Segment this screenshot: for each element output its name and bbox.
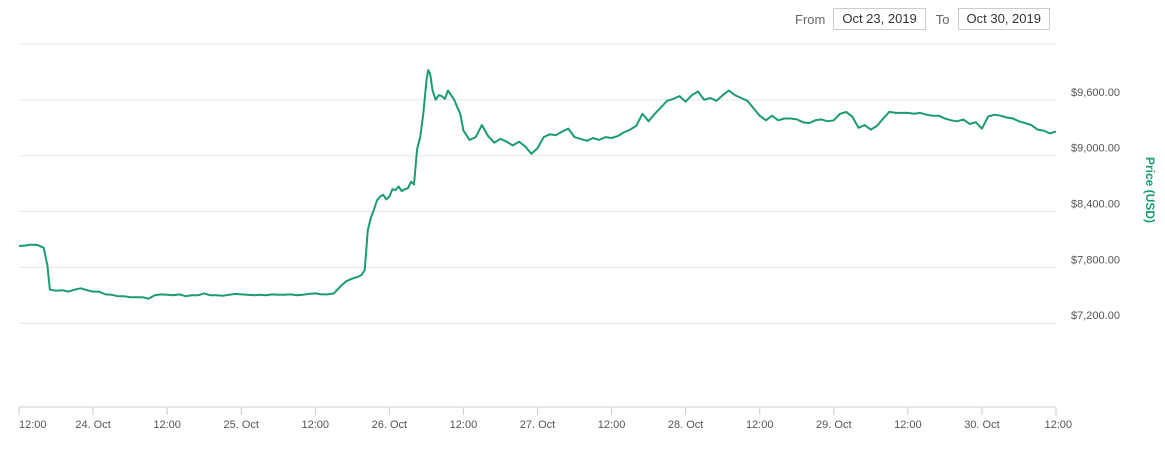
x-tick-label: 12:00 <box>153 419 181 431</box>
x-tick-label: 12:00 <box>894 419 922 431</box>
x-tick-label: 28. Oct <box>668 419 703 431</box>
x-tick-label: 12:00 <box>1044 419 1072 431</box>
x-axis-ticks: 12:00 24. Oct 12:00 25. Oct 12:00 26. Oct 12:0… <box>18 407 1072 431</box>
from-date-input[interactable]: Oct 23, 2019 <box>833 8 926 30</box>
y-axis-label: Price (USD) <box>1143 157 1157 223</box>
y-tick-label: $8,400.00 <box>1071 199 1120 211</box>
price-series-line <box>18 69 1057 300</box>
x-tick-label: 12:00 <box>450 419 478 431</box>
x-tick-label: 12:00 <box>746 419 774 431</box>
x-tick-label: 12:00 <box>19 419 47 431</box>
y-tick-label: $9,000.00 <box>1071 143 1120 155</box>
x-tick-label: 26. Oct <box>372 419 407 431</box>
grid-lines <box>19 43 1056 324</box>
y-tick-label: $7,800.00 <box>1071 254 1120 266</box>
y-tick-label: $7,200.00 <box>1071 310 1120 322</box>
x-tick-label: 12:00 <box>302 419 330 431</box>
x-tick-label: 27. Oct <box>520 419 555 431</box>
x-tick-label: 12:00 <box>598 419 626 431</box>
from-label: From <box>795 11 826 27</box>
x-tick-label: 24. Oct <box>75 419 110 431</box>
date-range-selector: From Oct 23, 2019 To Oct 30, 2019 <box>795 8 1060 30</box>
x-tick-label: 30. Oct <box>964 419 999 431</box>
to-date-input[interactable]: Oct 30, 2019 <box>957 8 1050 30</box>
to-label: To <box>935 11 950 27</box>
x-tick-label: 25. Oct <box>223 419 258 431</box>
y-axis-ticks: $7,200.00 $7,800.00 $8,400.00 $9,000.00 $9,6… <box>1071 87 1120 322</box>
y-tick-label: $9,600.00 <box>1071 87 1120 99</box>
x-tick-label: 29. Oct <box>816 419 851 431</box>
